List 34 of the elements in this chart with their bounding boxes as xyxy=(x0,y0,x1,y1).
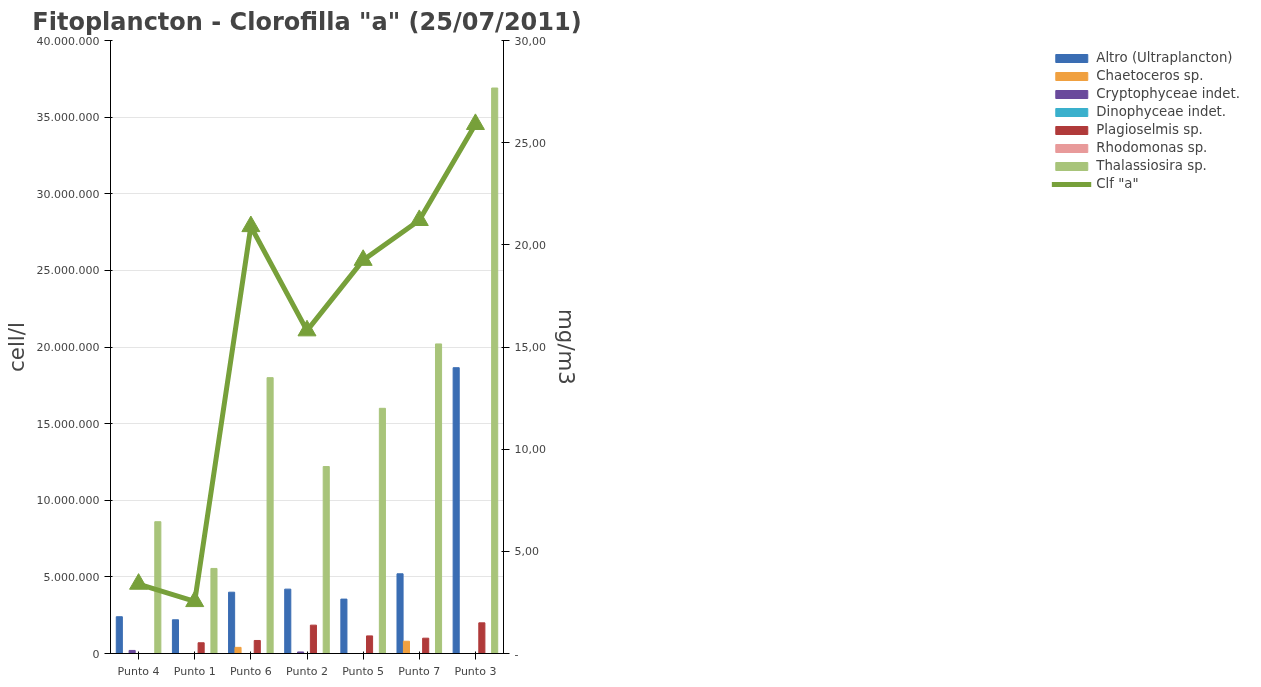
x-tick-label: Punto 4 xyxy=(117,664,160,678)
y-tick-label: 20.000.000 xyxy=(36,341,100,354)
legend-label: Clf "a" xyxy=(1096,176,1139,191)
y-tick-label: 0 xyxy=(92,647,100,661)
x-tick-label: Punto 6 xyxy=(229,664,272,678)
y-tick-label: 40.000.000 xyxy=(36,34,100,48)
x-tick-label: Punto 5 xyxy=(342,664,385,678)
y2-tick-label: 30,00 xyxy=(514,34,546,48)
chart-title: Fitoplancton - Clorofilla "a" (25/07/2011) xyxy=(32,7,582,36)
legend-label: Chaetoceros sp. xyxy=(1096,68,1204,83)
y-tick-label: 25.000.000 xyxy=(36,264,100,278)
x-tick-label: Punto 2 xyxy=(286,664,328,678)
x-tick-label: Punto 7 xyxy=(398,664,441,678)
legend-label: Cryptophyceae indet. xyxy=(1096,86,1240,101)
y-tick-label: 30.000.000 xyxy=(36,187,100,201)
y2-tick-label: 10,00 xyxy=(514,443,546,457)
y2-tick-label: 5,00 xyxy=(514,545,539,559)
legend-label: Dinophyceae indet. xyxy=(1096,104,1227,119)
legend-label: Thalassiosira sp. xyxy=(1096,158,1207,173)
x-tick-label: Punto 3 xyxy=(454,664,497,678)
y2-tick-label: 25,00 xyxy=(514,136,546,150)
y-axis-title: cell/l xyxy=(3,322,29,372)
legend-label: Plagioselmis sp. xyxy=(1096,122,1203,137)
legend-label: Rhodomonas sp. xyxy=(1096,140,1208,155)
y-tick-label: 15.000.000 xyxy=(36,417,100,431)
y-tick-label: 5.000.000 xyxy=(43,570,100,584)
y2-tick-label: - xyxy=(514,647,519,661)
y-tick-label: 35.000.000 xyxy=(36,111,100,125)
y2-axis-title: mg/m3 xyxy=(553,309,579,385)
y-tick-label: 10.000.000 xyxy=(36,494,100,508)
legend-label: Altro (Ultraplancton) xyxy=(1096,50,1233,65)
y2-tick-label: 15,00 xyxy=(514,341,546,354)
y2-tick-label: 20,00 xyxy=(514,238,546,252)
x-tick-label: Punto 1 xyxy=(173,664,216,678)
